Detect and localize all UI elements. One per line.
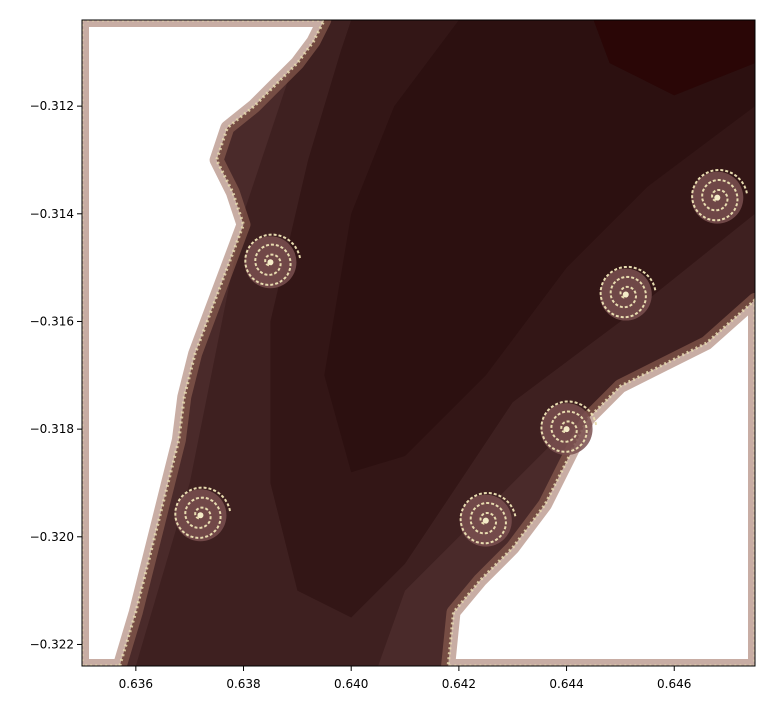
- escape-region-right: [448, 299, 755, 666]
- spiral-core-1: [563, 426, 570, 433]
- spiral-core-2: [622, 291, 629, 298]
- x-axis: 0.636 0.638 0.640 0.642 0.644 0.646: [119, 666, 691, 691]
- y-tick-label: −0.318: [30, 422, 74, 436]
- plot-area: [82, 20, 755, 666]
- y-tick-label: −0.316: [30, 314, 74, 328]
- spiral-core-5: [197, 512, 204, 519]
- spiral-core-4: [267, 259, 274, 266]
- plot-frame: [81, 19, 756, 667]
- fractal-regions: [82, 20, 755, 666]
- x-tick-label: 0.644: [549, 677, 583, 691]
- y-tick-label: −0.314: [30, 207, 74, 221]
- y-tick-label: −0.312: [30, 99, 74, 113]
- spiral-core-3: [714, 194, 721, 201]
- x-tick-label: 0.638: [226, 677, 260, 691]
- escape-region-left-boundary-filament: [82, 20, 326, 666]
- y-tick-label: −0.320: [30, 530, 74, 544]
- x-tick-label: 0.646: [657, 677, 691, 691]
- y-tick-label: −0.322: [30, 637, 74, 651]
- x-tick-label: 0.636: [119, 677, 153, 691]
- spiral-arm-1: [540, 400, 598, 453]
- fractal-spirals: [174, 168, 749, 547]
- escape-region-left: [82, 20, 325, 666]
- x-tick-label: 0.642: [442, 677, 476, 691]
- iteration-band-deepest: [593, 20, 755, 96]
- escape-region-right-boundary-glow: [441, 292, 755, 666]
- iteration-band-0: [324, 20, 755, 473]
- y-axis: −0.312 −0.314 −0.316 −0.318 −0.320 −0.322: [30, 99, 82, 651]
- fractal-edges: [82, 20, 755, 666]
- x-tick-label: 0.640: [334, 677, 368, 691]
- spiral-core-0: [482, 517, 489, 524]
